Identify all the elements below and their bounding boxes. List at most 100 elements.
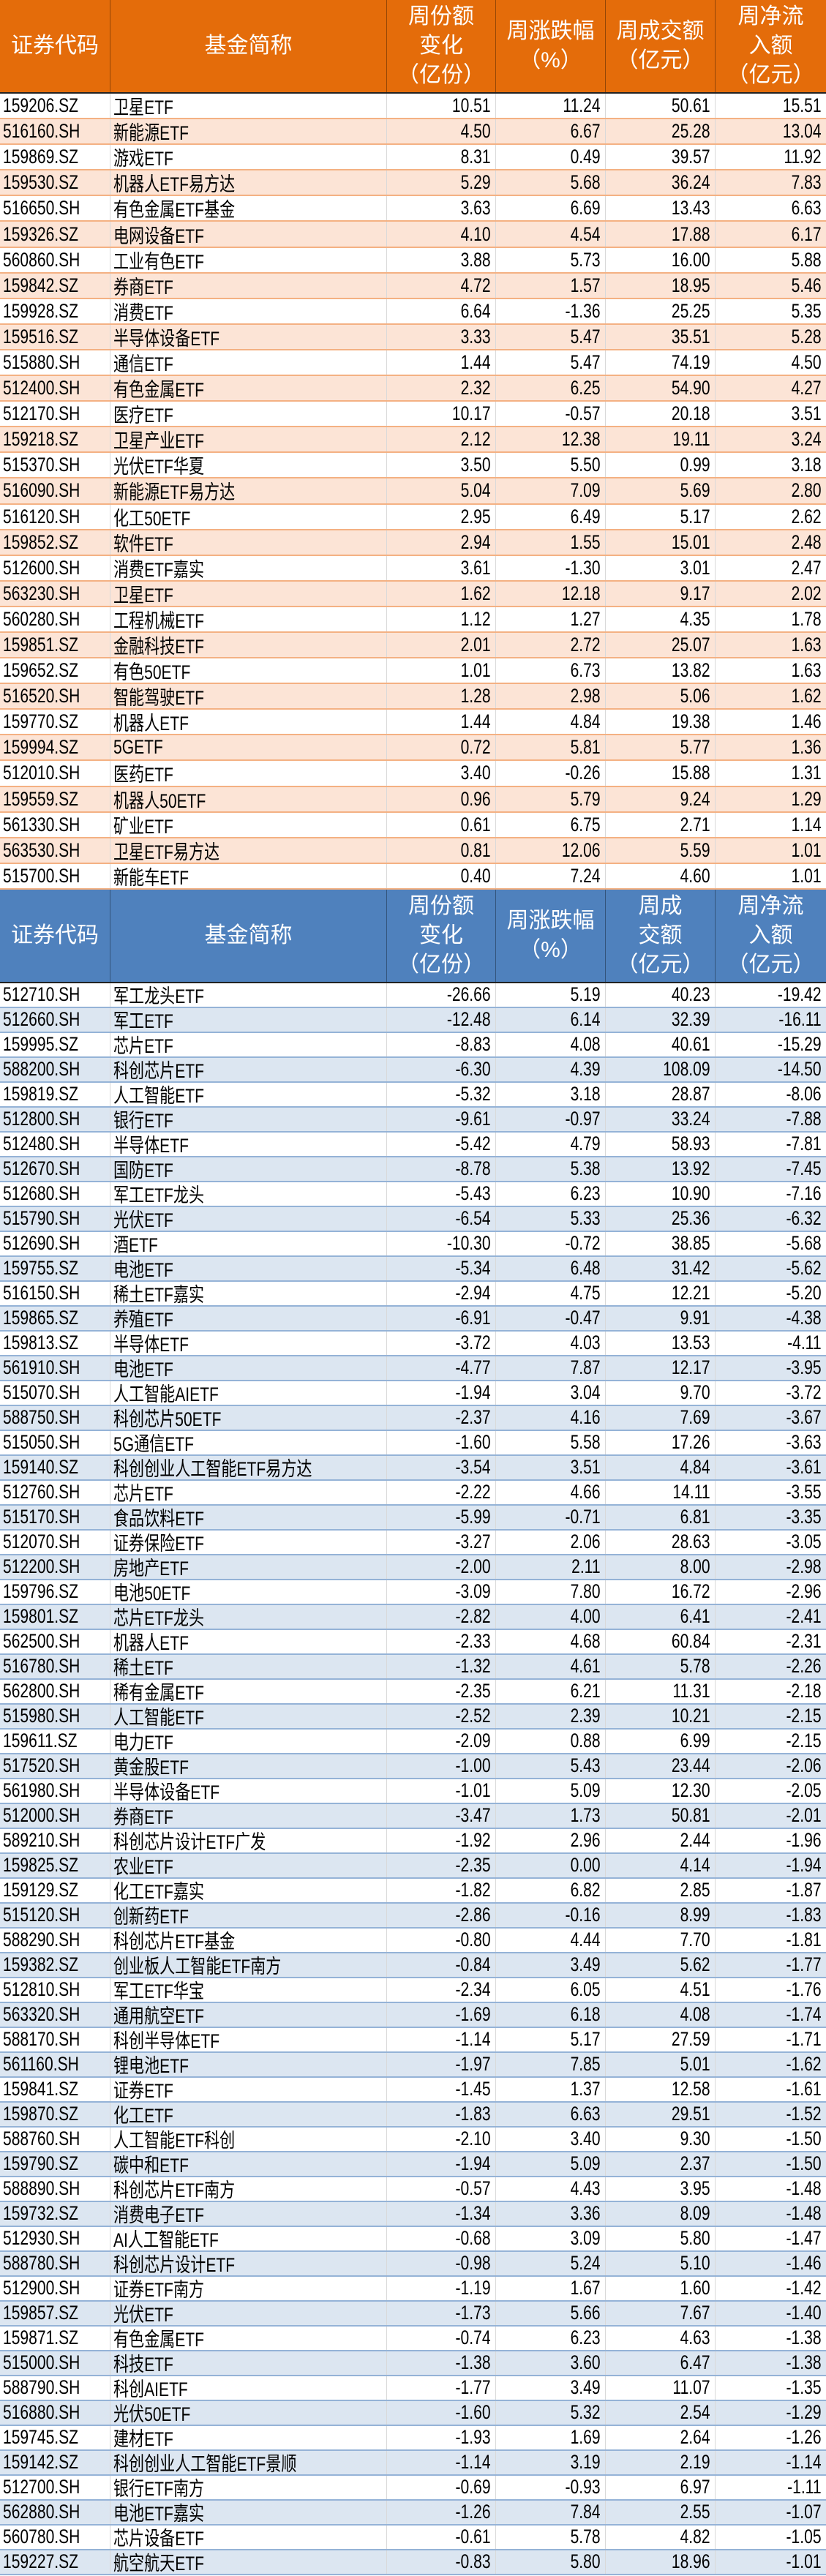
name-cell: 科创芯片设计ETF广发 (110, 1828, 387, 1853)
share-change-cell: 1.62 (387, 581, 496, 606)
table-row: 159841.SZ 证券ETF -1.45 1.37 12.58 -1.61 (0, 2077, 826, 2103)
net-inflow-cell-text: 6.17 (792, 222, 822, 245)
code-cell: 560780.SH (0, 2525, 110, 2549)
net-inflow-cell: 6.63 (716, 196, 826, 220)
table-row: 563230.SH 卫星ETF 1.62 12.18 9.17 2.02 (0, 581, 826, 607)
header-share-change: 周份额 变化 （亿份） (387, 0, 496, 92)
share-change-cell-text: -2.94 (455, 1282, 491, 1304)
code-cell-text: 159857.SZ (3, 2302, 79, 2324)
name-cell-text: 建材ETF (113, 2428, 173, 2451)
turnover-cell-text: 4.82 (680, 2526, 710, 2548)
turnover-cell-text: 58.93 (672, 1133, 710, 1155)
net-inflow-cell: 1.36 (716, 735, 826, 759)
net-inflow-cell: -1.14 (716, 2451, 826, 2474)
share-change-cell-text: 3.61 (461, 556, 491, 579)
turnover-cell-text: 19.38 (672, 710, 710, 733)
share-change-cell-text: -1.32 (455, 1655, 491, 1678)
code-cell: 563530.SH (0, 838, 110, 863)
code-cell-text: 560860.SH (3, 248, 80, 271)
share-change-cell: -1.83 (387, 2102, 496, 2126)
share-change-cell-text: -1.26 (455, 2501, 491, 2523)
net-inflow-cell-text: 2.02 (792, 582, 822, 604)
turnover-cell-text: 4.60 (680, 864, 710, 887)
net-inflow-cell-text: -3.05 (786, 1531, 822, 1553)
net-inflow-cell-text: -19.42 (778, 983, 822, 1006)
share-change-cell-text: -1.14 (455, 2028, 491, 2051)
share-change-cell: -9.61 (387, 1107, 496, 1131)
net-inflow-cell: -1.35 (716, 2376, 826, 2400)
share-change-cell-text: 1.28 (461, 685, 491, 707)
net-inflow-cell-text: -3.63 (786, 1431, 822, 1454)
weekly-change-cell-text: 5.80 (571, 2550, 601, 2573)
net-inflow-cell-text: -3.72 (786, 1381, 822, 1404)
net-inflow-cell-text: -2.18 (786, 1680, 822, 1702)
net-inflow-cell: -3.55 (716, 1481, 826, 1504)
weekly-change-cell: 1.27 (496, 607, 606, 631)
net-inflow-cell: 1.01 (716, 838, 826, 863)
share-change-cell-text: -3.27 (455, 1531, 491, 1553)
table-row: 516880.SH 光伏50ETF -1.60 5.32 2.54 -1.29 (0, 2400, 826, 2426)
turnover-cell: 7.70 (606, 1928, 716, 1952)
net-inflow-cell: -1.38 (716, 2351, 826, 2375)
code-cell: 588290.SH (0, 1928, 110, 1952)
share-change-cell: 3.88 (387, 247, 496, 272)
net-inflow-cell-text: -1.94 (786, 1854, 822, 1877)
name-cell: 5GETF (110, 735, 387, 760)
turnover-cell-text: 15.88 (672, 762, 710, 784)
weekly-change-cell: 1.67 (496, 2276, 606, 2300)
net-inflow-cell-text: -1.87 (786, 1879, 822, 1901)
turnover-cell: 5.78 (606, 1654, 716, 1678)
code-cell: 159852.SZ (0, 530, 110, 555)
share-change-cell-text: 10.17 (452, 402, 491, 425)
share-change-cell: 2.95 (387, 504, 496, 529)
net-inflow-cell-text: 1.31 (792, 762, 822, 784)
net-inflow-cell: 13.04 (716, 119, 826, 143)
turnover-cell-text: 8.99 (680, 1904, 710, 1926)
share-change-cell-text: -2.35 (455, 1854, 491, 1877)
share-change-cell-text: 2.32 (461, 377, 491, 399)
name-cell-text: 化工ETF (113, 2105, 173, 2128)
code-cell: 159530.SZ (0, 170, 110, 195)
turnover-cell: 16.72 (606, 1580, 716, 1604)
name-cell-text: 有色金属ETF (113, 2329, 205, 2351)
code-cell-text: 159790.SZ (3, 2152, 79, 2175)
share-change-cell-text: -2.82 (455, 1605, 491, 1628)
turnover-cell: 32.39 (606, 1007, 716, 1032)
weekly-change-cell: 5.73 (496, 247, 606, 272)
turnover-cell-text: 4.63 (680, 2327, 710, 2349)
net-inflow-cell-text: -3.67 (786, 1406, 822, 1429)
net-inflow-cell-text: 13.04 (783, 120, 822, 143)
code-cell: 515880.SH (0, 350, 110, 375)
share-change-cell-text: -2.09 (455, 1730, 491, 1752)
share-change-cell: 3.63 (387, 196, 496, 221)
name-cell: 创新药ETF (110, 1903, 387, 1928)
weekly-change-cell: 5.81 (496, 735, 606, 760)
weekly-change-cell-text: 1.37 (571, 2078, 601, 2100)
net-inflow-cell-text: -2.15 (786, 1705, 822, 1727)
turnover-cell: 12.21 (606, 1281, 716, 1305)
weekly-change-cell: 2.39 (496, 1704, 606, 1728)
weekly-change-cell: 0.88 (496, 1729, 606, 1753)
share-change-cell-text: -0.69 (455, 2476, 491, 2498)
code-cell-text: 159928.SZ (3, 299, 79, 322)
code-cell-text: 159994.SZ (3, 736, 79, 759)
name-cell: 机器人ETF (110, 710, 387, 735)
code-cell: 562800.SH (0, 1679, 110, 1703)
turnover-cell-text: 13.53 (672, 1332, 710, 1354)
turnover-cell: 12.58 (606, 2077, 716, 2101)
weekly-change-cell: 6.23 (496, 2326, 606, 2350)
net-inflow-cell-text: -3.35 (786, 1506, 822, 1528)
net-inflow-cell: -1.81 (716, 1929, 826, 1952)
name-cell: 光伏50ETF (110, 2400, 387, 2425)
weekly-change-cell: 6.25 (496, 376, 606, 401)
name-cell: 半导体ETF (110, 1331, 387, 1356)
share-change-cell-text: 2.95 (461, 505, 491, 527)
net-inflow-cell-text: -1.42 (786, 2277, 822, 2299)
net-inflow-cell: 5.46 (716, 274, 826, 298)
table-row: 515000.SH 科技ETF -1.38 3.60 6.47 -1.38 (0, 2351, 826, 2376)
turnover-cell-text: 5.78 (680, 1655, 710, 1678)
name-cell-text: 智能驾驶ETF (113, 687, 205, 710)
name-cell: 科技ETF (110, 2351, 387, 2376)
name-cell-text: 光伏ETF (113, 2304, 173, 2327)
code-cell-text: 159559.SZ (3, 787, 79, 810)
